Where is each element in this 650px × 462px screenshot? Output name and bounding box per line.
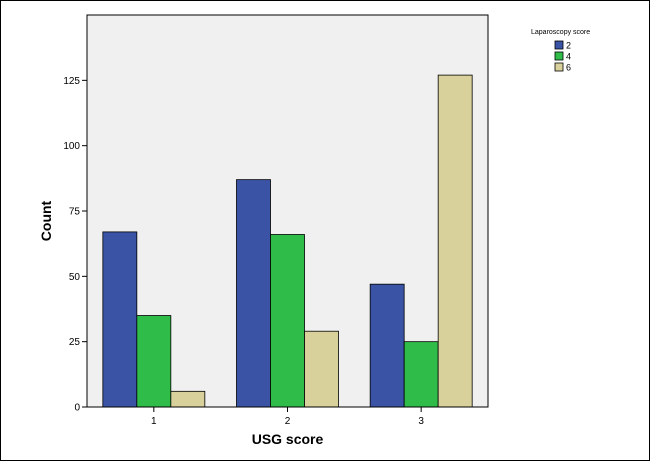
y-tick-label: 50: [69, 272, 81, 283]
y-tick-label: 125: [63, 76, 80, 87]
bar-3-series-6: [437, 74, 473, 408]
y-tick-label: 75: [69, 207, 81, 218]
legend-label-6: 6: [566, 63, 571, 73]
legend-label-2: 2: [566, 41, 571, 51]
legend-swatch-4: [554, 51, 564, 61]
bar-3-series-2: [369, 283, 405, 408]
bar-2-series-6: [304, 330, 339, 408]
x-axis-title: USG score: [252, 431, 324, 447]
bar-1-series-6: [170, 390, 206, 408]
legend-label-4: 4: [566, 52, 571, 62]
y-axis-title: Count: [38, 200, 54, 241]
bar-1-series-2: [102, 231, 138, 408]
x-tick-label: 1: [151, 416, 157, 427]
y-tick-label: 25: [69, 337, 81, 348]
bar-2-series-2: [236, 179, 271, 408]
legend: Laparoscopy score 246: [531, 29, 590, 73]
bar-1-series-4: [136, 315, 172, 408]
y-tick-label: 100: [63, 141, 80, 152]
legend-swatch-2: [554, 40, 564, 50]
x-tick-label: 3: [418, 416, 424, 427]
bar-3-series-4: [403, 341, 439, 408]
legend-title: Laparoscopy score: [531, 29, 590, 36]
bar-2-series-4: [270, 234, 305, 408]
bars-group: [102, 74, 473, 408]
legend-swatch-6: [554, 62, 564, 72]
y-axis: 0 25 50 75 100 125: [63, 15, 88, 414]
y-tick-label: 0: [74, 403, 80, 414]
x-tick-label: 2: [285, 416, 291, 427]
x-axis: 1 2 3: [87, 406, 488, 427]
